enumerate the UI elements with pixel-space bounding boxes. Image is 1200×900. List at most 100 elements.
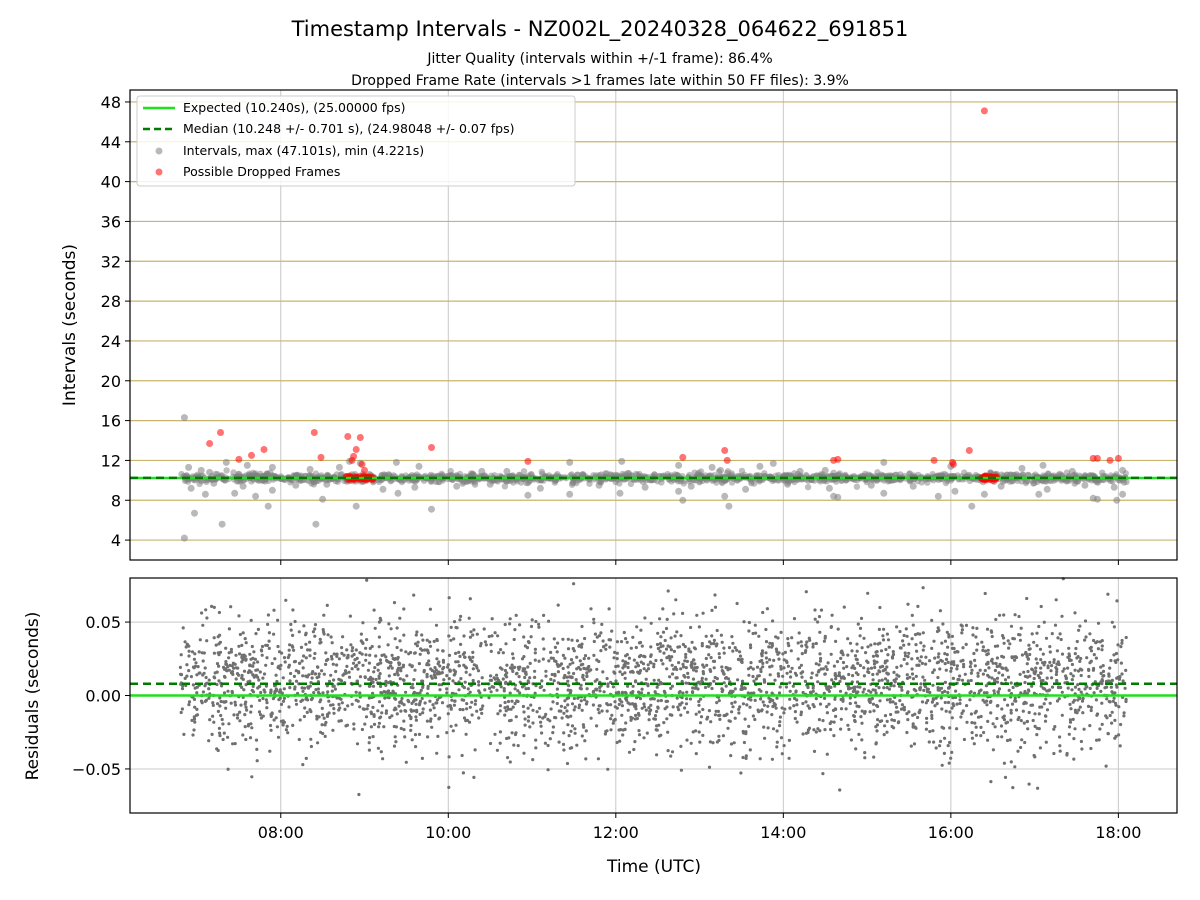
residual-point — [413, 733, 418, 737]
residual-point — [626, 665, 630, 670]
residual-point — [393, 637, 397, 641]
residual-point — [434, 623, 439, 627]
residual-point — [858, 634, 862, 638]
residual-point — [899, 664, 903, 668]
residual-point — [1026, 657, 1030, 661]
residual-point — [347, 670, 351, 674]
residual-point — [883, 659, 888, 663]
residual-point — [180, 687, 185, 691]
residual-point — [432, 706, 436, 710]
interval-point — [191, 509, 198, 517]
residual-point — [721, 734, 726, 738]
residual-point — [761, 700, 765, 704]
residual-point — [739, 771, 743, 775]
residual-point — [745, 703, 749, 707]
residual-point — [1017, 614, 1021, 619]
residual-point — [551, 725, 556, 729]
residual-point — [208, 718, 212, 722]
residual-point — [540, 685, 544, 689]
residual-point — [1056, 636, 1060, 640]
residual-point — [858, 663, 863, 668]
residual-point — [740, 660, 744, 665]
interval-point — [951, 487, 959, 495]
residual-point — [995, 656, 1000, 660]
residual-point — [950, 716, 954, 720]
residual-point — [697, 625, 702, 629]
residual-point — [195, 707, 199, 712]
residual-point — [905, 712, 909, 716]
residual-point — [390, 666, 394, 670]
residual-point — [477, 716, 481, 720]
residual-point — [879, 649, 884, 653]
residual-point — [946, 744, 950, 748]
residual-point — [882, 627, 886, 631]
residual-point — [825, 705, 829, 709]
residual-point — [641, 662, 646, 666]
residual-point — [346, 704, 350, 708]
residual-point — [435, 701, 439, 705]
residual-point — [533, 658, 537, 662]
interval-point — [721, 492, 729, 500]
residual-point — [200, 701, 204, 705]
residual-point — [826, 661, 830, 665]
interval-point — [728, 479, 736, 486]
residual-point — [1095, 738, 1099, 742]
residual-point — [1064, 677, 1068, 681]
residual-point — [733, 700, 737, 704]
residual-point — [1117, 677, 1122, 681]
residual-point — [642, 667, 646, 671]
residual-point — [266, 622, 270, 627]
residual-point — [580, 624, 584, 629]
residual-point — [1035, 726, 1039, 730]
residual-point — [619, 640, 624, 644]
residual-point — [316, 687, 320, 691]
residual-point — [504, 709, 508, 713]
residual-point — [767, 645, 771, 649]
residual-point — [965, 720, 969, 724]
residual-point — [1065, 753, 1069, 757]
residual-point — [1070, 678, 1074, 682]
residual-point — [1041, 652, 1045, 656]
residual-point — [480, 707, 484, 711]
residual-point — [551, 731, 555, 735]
residual-point — [892, 678, 896, 682]
residual-point — [1061, 669, 1065, 673]
residual-point — [611, 721, 615, 725]
residual-point — [744, 756, 748, 761]
residual-point — [441, 660, 446, 664]
residual-point — [264, 684, 268, 688]
residual-point — [339, 697, 343, 701]
interval-point — [756, 462, 764, 470]
residual-point — [475, 632, 479, 636]
residual-point — [1000, 666, 1004, 670]
residual-point — [1073, 652, 1077, 656]
residual-point — [1026, 727, 1030, 731]
residual-point — [1027, 689, 1031, 693]
residual-point — [288, 643, 292, 647]
residual-point — [305, 710, 309, 715]
residual-point — [599, 649, 603, 653]
residual-point — [437, 696, 441, 700]
residual-point — [412, 690, 416, 694]
residual-point — [528, 676, 532, 680]
residual-point — [1109, 658, 1113, 663]
residual-point — [724, 684, 728, 688]
residual-point — [684, 655, 688, 659]
residual-point — [325, 712, 330, 717]
residual-point — [471, 667, 475, 671]
residual-point — [761, 610, 765, 615]
residual-point — [740, 687, 744, 691]
residual-point — [409, 723, 413, 728]
residual-point — [562, 711, 566, 715]
residual-point — [376, 746, 380, 750]
residual-point — [690, 665, 694, 670]
residual-point — [291, 723, 295, 728]
residual-point — [377, 635, 381, 639]
residual-point — [1106, 592, 1110, 596]
residual-point — [847, 672, 851, 677]
residual-point — [872, 755, 876, 759]
residual-point — [470, 713, 474, 717]
residual-point — [661, 662, 665, 666]
residual-point — [313, 627, 317, 631]
residual-point — [313, 672, 318, 676]
